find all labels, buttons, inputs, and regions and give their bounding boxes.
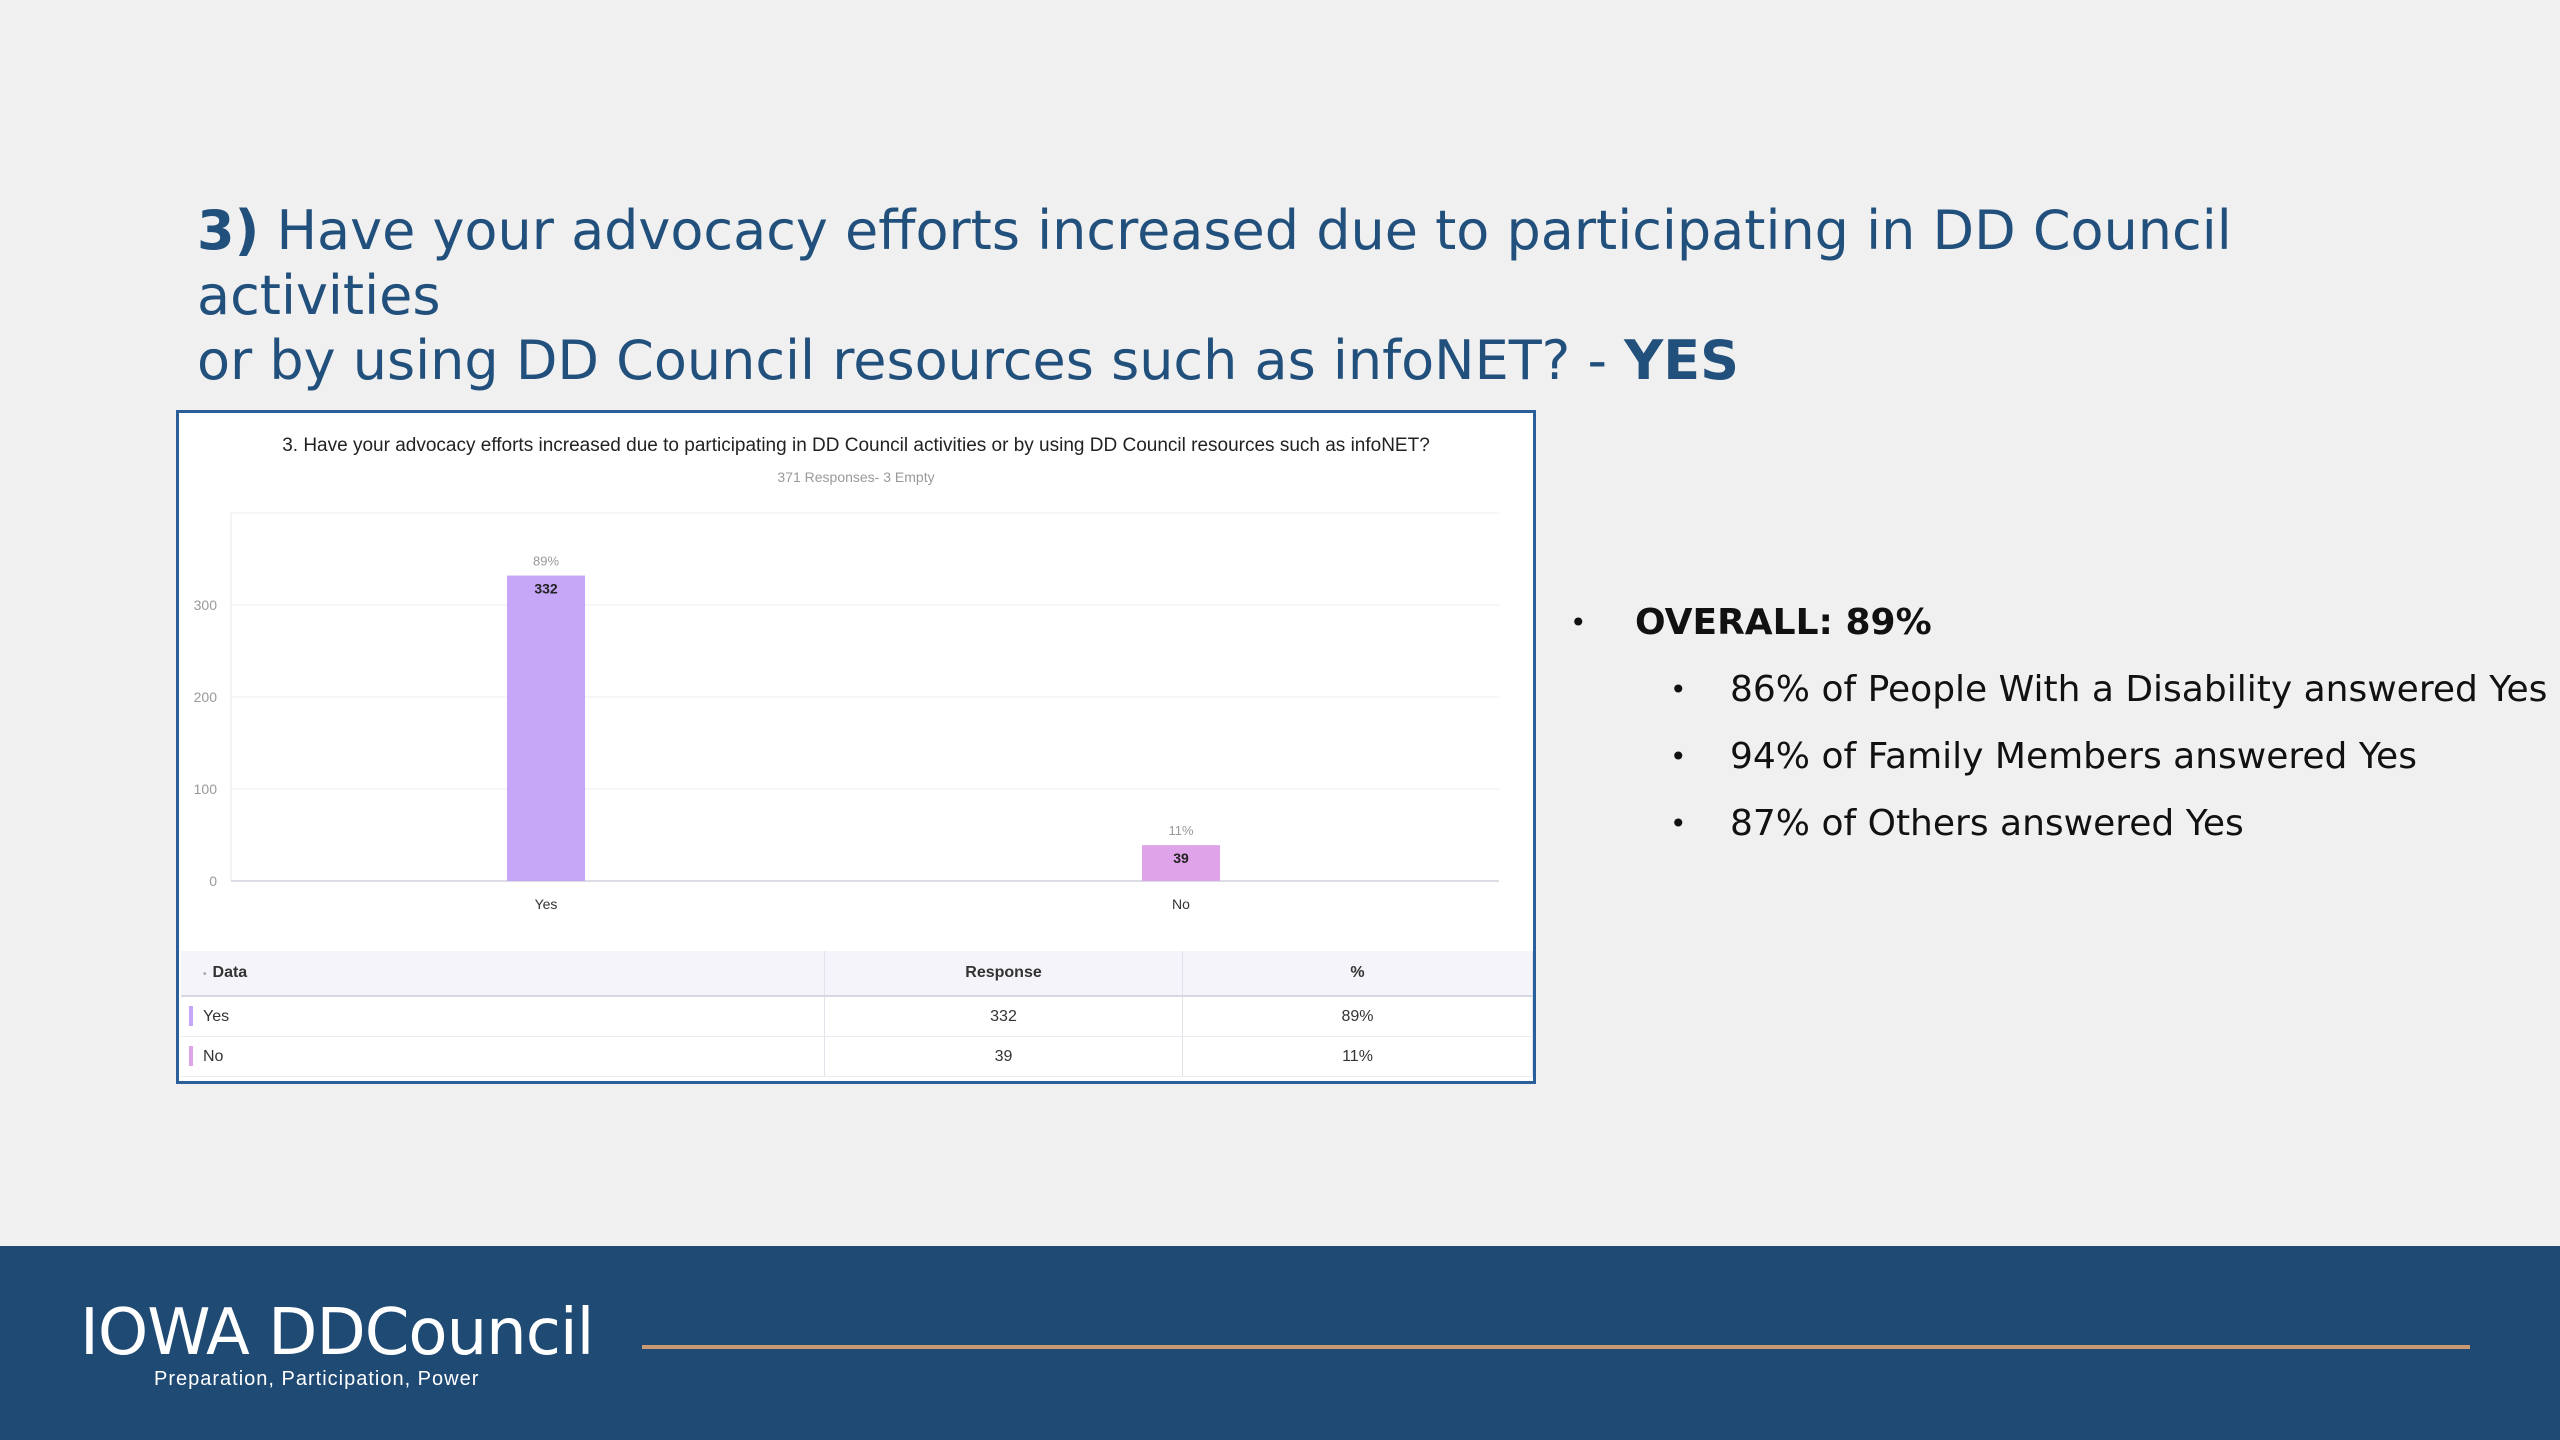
bullet-dot: • [1670,673,1687,706]
bar-value-label: 39 [1173,850,1189,866]
bullet-dot: • [1670,740,1687,773]
question-number: 3) [197,199,260,262]
footer-bar: IOWA DDCouncil Preparation, Participatio… [0,1246,2560,1440]
bar-percent-label: 89% [533,554,559,569]
bullet-text: OVERALL: 89% [1635,602,1932,643]
y-tick-label: 200 [194,689,218,705]
chart-subtitle: 371 Responses- 3 Empty [777,469,935,485]
question-text: Have your advocacy efforts increased due… [197,199,2232,327]
table-row: Yes 332 89% [181,996,1533,1037]
legend-swatch [189,1006,193,1026]
legend-swatch [189,1046,193,1066]
table-cell-label: No [181,1036,825,1077]
question-answer: YES [1624,329,1740,392]
data-table: • Data Response % Yes 332 89% No 39 11% [181,951,1533,1077]
iowa-ddcouncil-logo: IOWA DDCouncil [80,1296,594,1370]
question-text-line2: or by using DD Council resources such as… [197,329,1607,392]
title-line-2: or by using DD Council resources such as… [197,328,2397,393]
title-line-1: 3) Have your advocacy efforts increased … [197,198,2397,328]
y-tick-label: 100 [194,781,218,797]
chart-card: 3. Have your advocacy efforts increased … [176,410,1536,1084]
table-header-percent[interactable]: % [1182,951,1533,997]
bar-value-label: 332 [534,581,558,597]
bar-yes [507,575,585,881]
bullet-text: 87% of Others answered Yes [1730,803,2244,844]
table-header-response[interactable]: Response [824,951,1183,997]
bullet-dot: • [1570,606,1587,639]
slide-title: 3) Have your advocacy efforts increased … [197,198,2397,393]
y-tick-label: 300 [194,597,218,613]
bar-chart: 0 100 200 300 89% 332 Yes 11% 39 No [194,512,1499,912]
bullet-text: 94% of Family Members answered Yes [1730,736,2417,777]
x-tick-label: No [1172,896,1190,912]
bar-no [1142,845,1220,881]
table-cell-response: 332 [824,996,1183,1037]
bar-percent-label: 11% [1168,823,1193,838]
table-header-data[interactable]: • Data [181,951,825,997]
bullet-dot: • [1670,807,1687,840]
footer-divider [642,1345,2470,1349]
chart-title: 3. Have your advocacy efforts increased … [282,435,1430,456]
y-tick-label: 0 [209,873,217,889]
table-header-row: • Data Response % [181,951,1533,997]
sort-icon: • [203,969,207,980]
table-cell-percent: 11% [1182,1036,1533,1077]
table-row: No 39 11% [181,1036,1533,1077]
logo-tagline: Preparation, Participation, Power [154,1368,480,1390]
x-tick-label: Yes [535,896,558,912]
table-cell-label: Yes [181,996,825,1037]
table-cell-response: 39 [824,1036,1183,1077]
table-cell-percent: 89% [1182,996,1533,1037]
bullet-text: 86% of People With a Disability answered… [1730,669,2548,710]
